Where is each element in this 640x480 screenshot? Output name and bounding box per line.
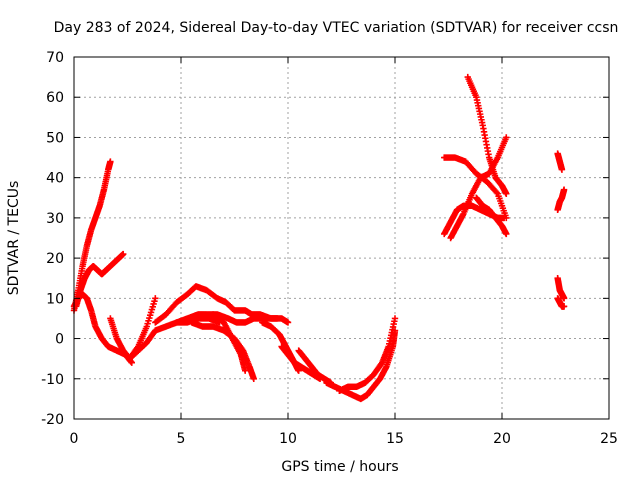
- data-point: [503, 134, 510, 141]
- data-point: [560, 186, 568, 193]
- data-series: [554, 150, 566, 173]
- y-tick-label: 70: [46, 50, 64, 66]
- y-tick-label: 60: [46, 90, 64, 106]
- y-axis-label: SDTVAR / TECUs: [6, 181, 22, 296]
- data-point: [284, 319, 292, 326]
- y-tick-label: 10: [46, 291, 64, 307]
- data-point: [274, 315, 281, 322]
- data-series: [295, 347, 334, 386]
- x-tick-label: 25: [600, 431, 618, 447]
- plot-frame: [73, 56, 610, 420]
- data-series: [188, 319, 257, 382]
- data-series: [278, 343, 324, 382]
- data-series: [336, 315, 399, 395]
- data-point: [503, 190, 510, 197]
- x-axis-label: GPS time / hours: [281, 459, 398, 475]
- data-point: [391, 315, 399, 322]
- y-tick-label: -10: [41, 372, 64, 388]
- data-series: [209, 311, 249, 374]
- y-tick-label: 0: [55, 332, 64, 348]
- x-tick-label: 0: [70, 431, 79, 447]
- data-point: [107, 158, 114, 165]
- data-point: [242, 367, 249, 374]
- data-point: [120, 250, 127, 258]
- ticks: 0 5 10 15 20 25 -20 -10 0 10 20 30 40 50 60 70: [41, 50, 618, 447]
- y-tick-label: 30: [46, 211, 64, 227]
- y-tick-label: -20: [41, 412, 64, 428]
- y-tick-label: 50: [46, 130, 64, 146]
- data-series: [126, 295, 159, 362]
- data-series: [554, 275, 568, 302]
- data-point: [250, 375, 257, 382]
- data-point: [558, 166, 566, 173]
- data-series: [473, 194, 510, 238]
- data-point: [134, 344, 141, 352]
- x-tick-label: 5: [177, 431, 186, 447]
- data-point: [152, 295, 159, 302]
- x-tick-label: 10: [279, 431, 297, 447]
- data-point: [493, 189, 500, 196]
- chart-title: Day 283 of 2024, Sidereal Day-to-day VTE…: [54, 20, 619, 36]
- y-tick-label: 40: [46, 171, 64, 187]
- x-tick-label: 20: [493, 431, 511, 447]
- data-points: [70, 73, 568, 403]
- x-tick-label: 15: [386, 431, 404, 447]
- data-series: [554, 186, 568, 214]
- data-point: [500, 214, 508, 222]
- grid: [74, 57, 609, 419]
- data-series: [323, 327, 399, 403]
- data-point: [503, 230, 510, 238]
- data-series: [70, 158, 114, 314]
- data-point: [560, 295, 568, 302]
- data-point: [560, 303, 568, 310]
- y-tick-label: 20: [46, 251, 64, 267]
- data-series: [554, 295, 568, 310]
- data-series: [464, 73, 510, 197]
- data-point: [128, 359, 135, 366]
- data-series: [447, 134, 510, 242]
- data-series: [441, 154, 510, 222]
- data-series: [173, 311, 281, 326]
